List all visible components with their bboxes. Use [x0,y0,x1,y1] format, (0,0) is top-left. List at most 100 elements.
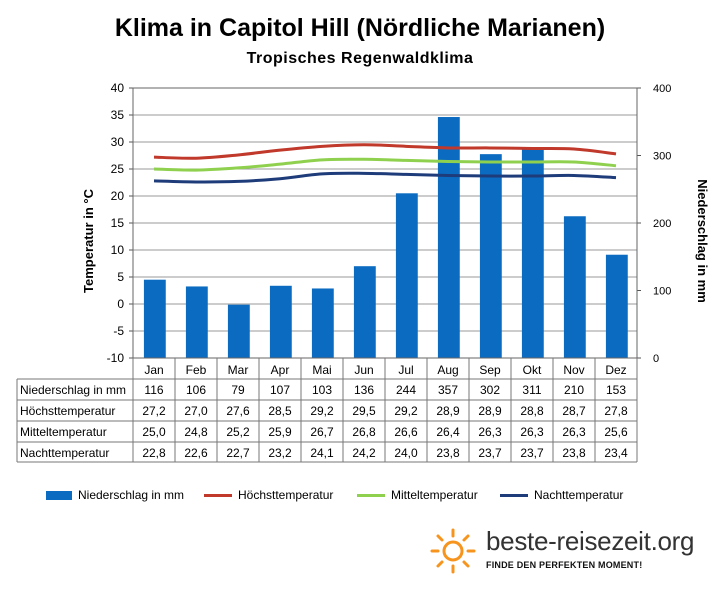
table-cell: 29,2 [394,404,418,418]
bar-niederschlag [437,117,460,359]
category-label: Jul [398,363,413,377]
table-cell: 25,6 [604,425,628,439]
legend-item-hoechst: Höchsttemperatur [204,488,333,502]
table-cell: 26,3 [562,425,586,439]
table-cell: 24,8 [184,425,208,439]
legend-item-nacht: Nachttemperatur [500,488,623,502]
y-axis-title-right: Niederschlag in mm [695,179,710,303]
table-cell: 23,8 [562,446,586,460]
left-tick-label: 0 [117,297,124,311]
legend-item-mittel: Mitteltemperatur [357,488,478,502]
left-tick-label: 30 [111,135,125,149]
chart-subtitle: Tropisches Regenwaldklima [246,50,474,67]
table-cell: 26,8 [352,425,376,439]
line-hoechsttemperatur [153,143,617,160]
table-cell: 311 [522,383,541,397]
table-cell: 153 [606,383,626,397]
table-cell: 23,2 [268,446,292,460]
table-cell: 27,6 [226,404,250,418]
table-cell: 25,9 [268,425,292,439]
table-cell: 23,7 [520,446,544,460]
table-cell: 29,5 [352,404,376,418]
bar-niederschlag [185,286,208,358]
table-cell: 26,6 [394,425,418,439]
chart-title: Klima in Capitol Hill (Nördliche Mariane… [114,14,606,42]
left-tick-label: 35 [111,108,125,122]
table-cell: 25,2 [226,425,250,439]
table-cell: 23,4 [604,446,628,460]
bar-niederschlag [269,285,292,358]
sun-icon [430,528,476,574]
bar-niederschlag [311,288,334,358]
table-cell: 79 [231,383,245,397]
left-tick-label: 5 [117,270,124,284]
left-tick-label: 40 [111,81,125,95]
category-label: Mai [312,363,331,377]
table-cell: 26,3 [478,425,502,439]
table-cell: 116 [144,383,163,397]
legend-swatch-niederschlag [46,490,72,500]
left-tick-label: 25 [111,162,125,176]
table-cell: 27,8 [604,404,628,418]
brand-tagline: FINDE DEN PERFEKTEN MOMENT! [486,560,643,570]
table-cell: 28,5 [268,404,292,418]
legend-item-niederschlag: Niederschlag in mm [46,488,184,502]
table-cell: 24,1 [310,446,334,460]
table-cell: 25,0 [142,425,166,439]
y-axis-title-left: Temperatur in °C [81,188,96,293]
left-tick-label: 10 [111,243,125,257]
table-cell: 22,6 [184,446,208,460]
table-cell: 28,9 [436,404,460,418]
table-cell: 24,2 [352,446,376,460]
table-cell: 29,2 [310,404,334,418]
bar-niederschlag [395,193,418,358]
right-tick-label: 300 [653,151,671,163]
category-label: Aug [437,363,458,377]
table-cell: 26,4 [436,425,460,439]
category-label: Okt [523,363,542,377]
table-cell: 106 [186,383,206,397]
table-cell: 244 [396,383,416,397]
table-cell: 28,8 [520,404,544,418]
table-cell: 302 [480,383,500,397]
table-cell: 23,8 [436,446,460,460]
legend-swatch-hoechst [204,493,232,497]
line-nachttemperatur [153,171,617,184]
table-cell: 103 [312,383,332,397]
table-cell: 27,2 [142,404,166,418]
table-cell: 22,8 [142,446,166,460]
category-label: Nov [563,363,584,377]
legend-label-hoechst: Höchsttemperatur [238,488,334,502]
brand-name: beste-reisezeit.org [486,526,695,556]
bar-niederschlag [227,304,250,358]
bar-niederschlag [521,148,544,358]
legend-label-nacht: Nachttemperatur [534,488,624,502]
table-cell: 28,9 [478,404,502,418]
left-tick-label: -5 [113,324,124,338]
category-label: Mar [228,363,249,377]
chart-legend: Niederschlag in mm Höchsttemperatur Mitt… [38,488,698,506]
legend-label-mittel: Mitteltemperatur [391,488,478,502]
legend-swatch-nacht [500,493,528,497]
category-label: Apr [271,363,290,377]
bar-niederschlag [563,216,586,358]
table-cell: 210 [564,383,584,397]
table-cell: 27,0 [184,404,208,418]
left-tick-label: -10 [107,351,125,365]
right-tick-label: 200 [653,218,671,230]
category-label: Feb [186,363,207,377]
legend-swatch-mittel [357,493,385,497]
category-label: Dez [605,363,626,377]
table-row-label: Niederschlag in mm [20,383,126,397]
bar-niederschlag [353,266,376,358]
category-label: Jun [354,363,373,377]
legend-label-niederschlag: Niederschlag in mm [78,488,185,502]
table-cell: 26,3 [520,425,544,439]
table-cell: 136 [354,383,374,397]
brand-logo[interactable]: beste-reisezeit.org FINDE DEN PERFEKTEN … [428,522,718,582]
table-cell: 23,7 [478,446,502,460]
line-mitteltemperatur [153,157,617,172]
bar-niederschlag [143,279,166,358]
table-cell: 107 [270,383,290,397]
